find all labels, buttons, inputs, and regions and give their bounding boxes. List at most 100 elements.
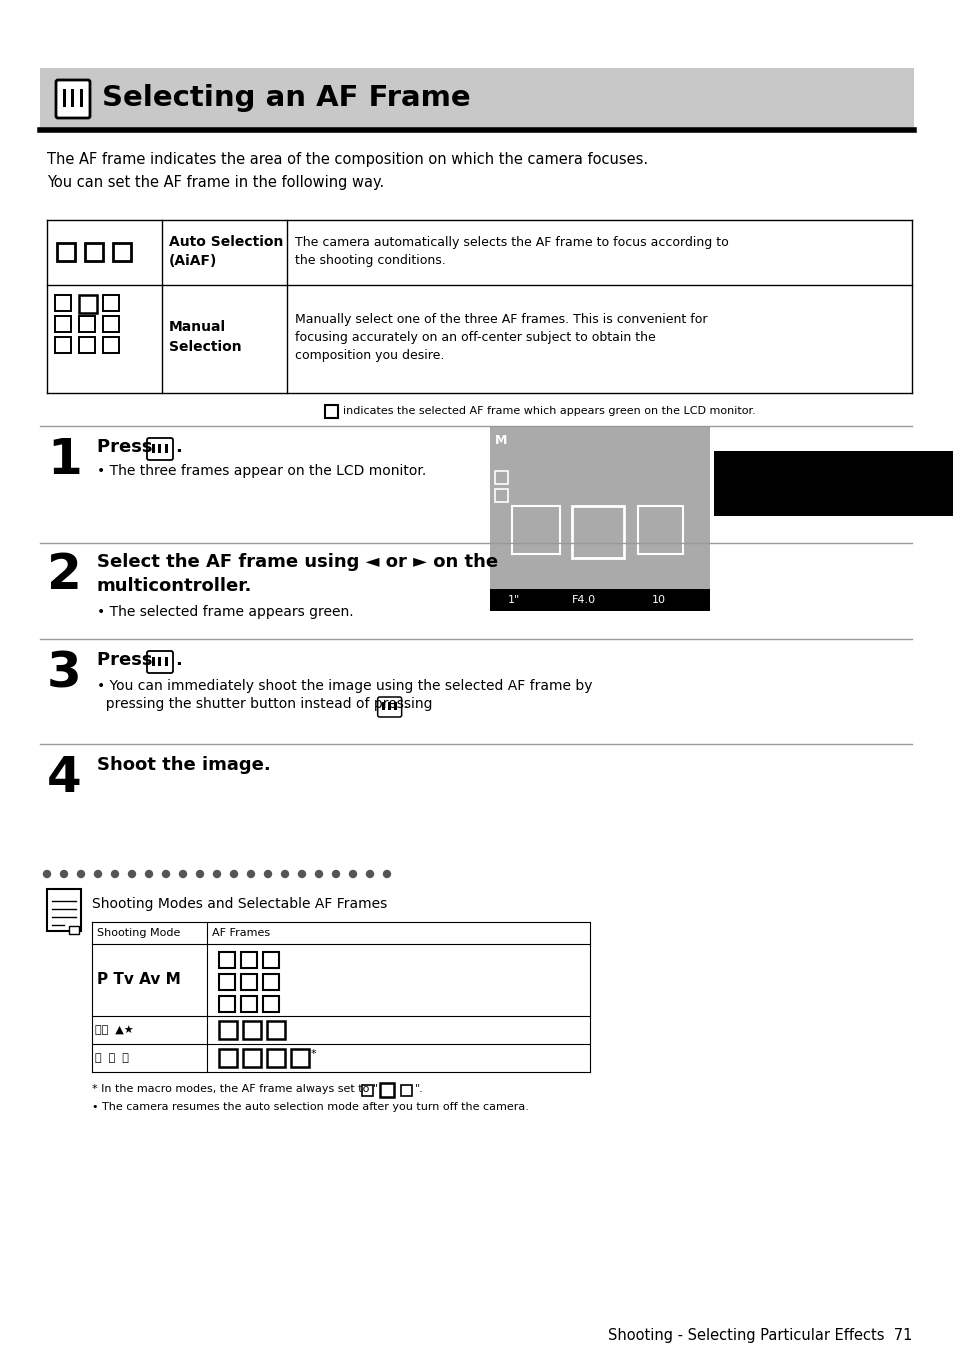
Bar [79, 295, 97, 314]
Text: indicates the selected AF frame which appears green on the LCD monitor.: indicates the selected AF frame which ap… [343, 406, 755, 416]
Bar [263, 952, 278, 968]
Circle shape [281, 871, 288, 877]
Bar [40, 68, 913, 130]
Text: Shoot the image.: Shoot the image. [97, 756, 271, 773]
Bar [79, 337, 95, 353]
Text: 2: 2 [47, 552, 82, 599]
Bar [63, 89, 66, 107]
Text: Auto Selection
(AiAF): Auto Selection (AiAF) [169, 235, 283, 268]
Bar [55, 337, 71, 353]
Text: Manually select one of the three AF frames. This is convenient for
focusing accu: Manually select one of the three AF fram… [294, 312, 707, 361]
Bar [241, 973, 256, 990]
Text: ⓩ  ⓟ  ⓞ: ⓩ ⓟ ⓞ [95, 1053, 129, 1063]
Bar [57, 243, 75, 261]
Bar [112, 243, 131, 261]
FancyBboxPatch shape [377, 698, 401, 717]
Text: ⒶⓉ  ▲★: ⒶⓉ ▲★ [95, 1025, 133, 1036]
Text: Press: Press [97, 652, 158, 669]
Text: Press: Press [97, 438, 158, 456]
Bar [165, 657, 168, 665]
Bar [243, 1021, 261, 1038]
Text: 3: 3 [47, 649, 82, 698]
Bar [55, 295, 71, 311]
Bar [219, 952, 234, 968]
Text: Selecting an AF Frame: Selecting an AF Frame [102, 84, 470, 112]
Bar [47, 890, 81, 932]
Bar [80, 89, 83, 107]
Bar [379, 1083, 394, 1096]
Bar [495, 470, 507, 484]
Circle shape [264, 871, 272, 877]
Text: .: . [174, 652, 182, 669]
Bar [241, 952, 256, 968]
Text: 1": 1" [507, 595, 519, 604]
Bar [400, 1086, 412, 1096]
Bar [219, 996, 234, 1013]
Circle shape [298, 871, 305, 877]
Text: Shooting Modes and Selectable AF Frames: Shooting Modes and Selectable AF Frames [91, 896, 387, 911]
Bar [394, 702, 396, 710]
Circle shape [112, 871, 118, 877]
Text: ".: ". [415, 1084, 423, 1094]
Text: .: . [174, 438, 182, 456]
Text: Manual
Selection: Manual Selection [169, 319, 241, 354]
Bar [55, 316, 71, 333]
Bar [572, 506, 623, 558]
Text: P Tv Av M: P Tv Av M [97, 972, 180, 987]
Bar [71, 89, 74, 107]
Bar [495, 489, 507, 502]
Text: 10: 10 [651, 595, 665, 604]
Bar [103, 316, 119, 333]
Bar [219, 973, 234, 990]
Bar [291, 1049, 309, 1067]
Bar [69, 926, 79, 934]
Text: F4.0: F4.0 [572, 595, 596, 604]
Circle shape [60, 871, 68, 877]
Text: * In the macro modes, the AF frame always set to ": * In the macro modes, the AF frame alway… [91, 1084, 377, 1094]
Bar [512, 506, 559, 554]
Circle shape [196, 871, 203, 877]
Bar [165, 443, 168, 453]
Text: 4: 4 [47, 754, 82, 802]
Circle shape [213, 871, 220, 877]
Circle shape [349, 871, 356, 877]
FancyBboxPatch shape [56, 80, 90, 118]
Bar [267, 1021, 285, 1038]
Text: • You can immediately shoot the image using the selected AF frame by: • You can immediately shoot the image us… [97, 679, 592, 694]
Circle shape [77, 871, 85, 877]
Bar [103, 337, 119, 353]
Circle shape [366, 871, 374, 877]
Circle shape [333, 871, 339, 877]
Bar [158, 657, 161, 665]
Bar [382, 702, 385, 710]
Bar [219, 1021, 236, 1038]
Text: pressing the shutter button instead of pressing: pressing the shutter button instead of p… [97, 698, 436, 711]
Bar [152, 443, 155, 453]
Bar [103, 295, 119, 311]
Circle shape [247, 871, 254, 877]
FancyBboxPatch shape [147, 438, 172, 460]
Bar [263, 973, 278, 990]
Text: The AF frame indicates the area of the composition on which the camera focuses.
: The AF frame indicates the area of the c… [47, 151, 647, 189]
Text: .: . [403, 698, 408, 711]
Text: AF Frames: AF Frames [212, 927, 270, 938]
Circle shape [94, 871, 101, 877]
Circle shape [44, 871, 51, 877]
Bar [79, 316, 95, 333]
Bar [219, 1049, 236, 1067]
Text: The camera automatically selects the AF frame to focus according to
the shooting: The camera automatically selects the AF … [294, 237, 728, 266]
Circle shape [146, 871, 152, 877]
Circle shape [383, 871, 390, 877]
Bar [263, 996, 278, 1013]
Circle shape [129, 871, 135, 877]
Bar [243, 1049, 261, 1067]
Bar [158, 443, 161, 453]
Circle shape [162, 871, 170, 877]
Text: • The selected frame appears green.: • The selected frame appears green. [97, 604, 354, 619]
Bar [638, 506, 682, 554]
Bar [388, 702, 391, 710]
Text: *: * [311, 1049, 316, 1059]
Bar [490, 589, 709, 611]
Bar [713, 452, 953, 516]
Bar [267, 1049, 285, 1067]
